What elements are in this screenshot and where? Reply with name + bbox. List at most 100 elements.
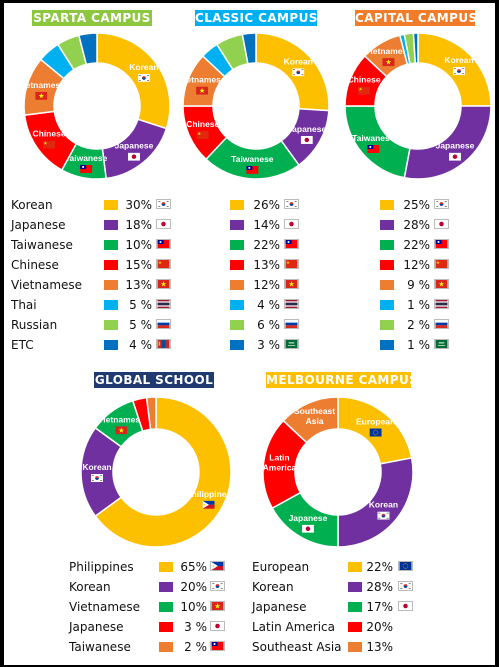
legend-value: 20% (366, 620, 393, 634)
melbourne-campus-legend-row-southeast-asia: Southeast Asia 13% (252, 638, 414, 656)
flag-vietnam-icon (434, 279, 449, 289)
classic-campus-slice-flag-taiwan-icon (246, 165, 259, 174)
legend-color-swatch (348, 602, 362, 612)
sparta-campus-slice-flag-china-icon (43, 140, 56, 149)
classic-campus-slice-flag-japan-icon (300, 135, 313, 144)
legend-color-swatch (159, 602, 173, 612)
legend-category-label: Taiwanese (69, 640, 131, 654)
legend-color-swatch (230, 300, 244, 310)
capital-campus-slice-label-taiwanese: Taiwanese (352, 133, 395, 143)
flag-taiwan-icon (434, 239, 449, 249)
sparta-campus-slice-etc (77, 32, 98, 66)
sparta-campus-legend-row-chinese: Chinese 15% (11, 256, 172, 274)
legend-value: 20% (180, 580, 207, 594)
legend-color-swatch (104, 200, 118, 210)
classic-campus-legend-row-chinese: 13% (230, 256, 300, 274)
legend-category-label: European (252, 560, 310, 574)
classic-campus-slice-label-chinese: Chinese (186, 119, 219, 129)
flag-korea-icon (156, 199, 171, 209)
flag-saudi-icon (284, 339, 299, 349)
capital-campus-slice-flag-vietnam-icon (382, 58, 395, 67)
legend-value: 28% (403, 218, 430, 232)
legend-value: 4 % (257, 298, 280, 312)
sparta-campus-legend-row-japanese: Japanese 18% (11, 216, 172, 234)
classic-campus-slice-flag-vietnam-icon (196, 86, 209, 95)
legend-category-label: Japanese (11, 218, 66, 232)
legend-color-swatch (380, 240, 394, 250)
global-school-slice-label-korean: Korean (82, 462, 111, 472)
classic-campus-slice-label-japanese: Japanese (287, 124, 326, 134)
sparta-campus-slice-flag-taiwan-icon (80, 164, 93, 173)
legend-value: 5 % (129, 298, 152, 312)
flag-china-icon (284, 259, 299, 269)
legend-category-label: Philippines (69, 560, 134, 574)
legend-color-swatch (230, 340, 244, 350)
flag-japan-icon (156, 219, 171, 229)
legend-value: 13% (253, 258, 280, 272)
classic-campus-slice-flag-korea-icon (292, 68, 305, 77)
legend-value: 25% (403, 198, 430, 212)
flag-japan-icon (434, 219, 449, 229)
legend-value: 28% (366, 580, 393, 594)
legend-color-swatch (230, 200, 244, 210)
legend-color-swatch (159, 642, 173, 652)
legend-category-label: Chinese (11, 258, 59, 272)
legend-value: 22% (253, 238, 280, 252)
flag-mongolia-icon (156, 339, 171, 349)
capital-campus-legend-row-chinese: 12% (380, 256, 450, 274)
capital-campus-legend-row-korean: 25% (380, 196, 450, 214)
global-school-slice-label-vietnamese: Vietnamese (98, 414, 145, 424)
legend-color-swatch (104, 340, 118, 350)
classic-campus-legend-row-thai: 4 % (230, 296, 300, 314)
classic-campus-legend-row-vietnamese: 12% (230, 276, 300, 294)
legend-value: 10% (125, 238, 152, 252)
flag-korea-icon (434, 199, 449, 209)
global-school-legend-row-japanese: Japanese 3 % (69, 618, 226, 636)
sparta-campus-legend-row-taiwanese: Taiwanese 10% (11, 236, 172, 254)
legend-value: 18% (125, 218, 152, 232)
global-school-legend-row-vietnamese: Vietnamese 10% (69, 598, 226, 616)
capital-campus-slice-label-vietnamese: Vietnamese (365, 46, 412, 56)
classic-campus-legend-row-taiwanese: 22% (230, 236, 300, 254)
legend-color-swatch (380, 200, 394, 210)
capital-campus-legend-row-japanese: 28% (380, 216, 450, 234)
global-school-slice-philippines (94, 396, 232, 548)
legend-color-swatch (104, 220, 118, 230)
legend-category-label: Southeast Asia (252, 640, 342, 654)
melbourne-campus-legend-row-korean: Korean 28% (252, 578, 414, 596)
flag-russia-icon (156, 319, 171, 329)
flag-china-icon (434, 259, 449, 269)
classic-campus-slice-label-korean: Korean (284, 56, 313, 66)
legend-category-label: Korean (69, 580, 111, 594)
classic-campus-slice-label-vietnamese: Vietnamese (179, 75, 226, 85)
legend-value: 14% (253, 218, 280, 232)
legend-value: 30% (125, 198, 152, 212)
legend-category-label: Korean (252, 580, 294, 594)
sparta-campus-legend-row-korean: Korean 30% (11, 196, 172, 214)
flag-vietnam-icon (210, 601, 225, 611)
capital-campus-slice-japanese (403, 105, 492, 180)
capital-campus-slice-flag-korea-icon (453, 66, 466, 75)
legend-value: 4 % (129, 338, 152, 352)
global-school-legend-row-philippines: Philippines 65% (69, 558, 226, 576)
legend-color-swatch (348, 622, 362, 632)
legend-category-label: Thai (11, 298, 37, 312)
capital-campus-legend-row-taiwanese: 22% (380, 236, 450, 254)
legend-color-swatch (230, 280, 244, 290)
legend-value: 6 % (257, 318, 280, 332)
legend-color-swatch (104, 280, 118, 290)
legend-value: 65% (180, 560, 207, 574)
legend-color-swatch (230, 220, 244, 230)
legend-color-swatch (230, 260, 244, 270)
melbourne-campus-title: MELBOURNE CAMPUS (266, 372, 419, 388)
flag-china-icon (156, 259, 171, 269)
legend-value: 1 % (407, 298, 430, 312)
capital-campus-slice-flag-japan-icon (448, 152, 461, 161)
melbourne-campus-slice-flag-eu-icon (369, 428, 382, 437)
legend-category-label: Korean (11, 198, 53, 212)
global-school-title: GLOBAL SCHOOL (94, 372, 214, 388)
legend-color-swatch (380, 280, 394, 290)
flag-taiwan-icon (156, 239, 171, 249)
legend-color-swatch (159, 622, 173, 632)
flag-taiwan-icon (284, 239, 299, 249)
